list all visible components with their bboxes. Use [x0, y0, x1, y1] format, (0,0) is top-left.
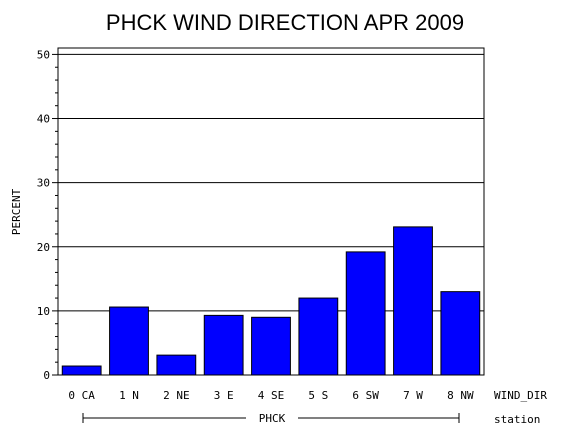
- bar-6: [345, 251, 386, 376]
- x-tick-label: 1 N: [119, 389, 139, 402]
- x-tick-label: 4 SE: [258, 389, 285, 402]
- station-group-bracket: PHCK: [82, 412, 460, 425]
- y-tick-label: 0: [43, 369, 50, 382]
- x-tick-label: 2 NE: [163, 389, 190, 402]
- plot-frame: [57, 47, 485, 376]
- x-axis-label: WIND_DIR: [494, 389, 547, 402]
- bar-7: [393, 226, 433, 376]
- y-tick-label: 40: [37, 113, 50, 126]
- bar-5: [298, 297, 339, 376]
- y-tick-label: 20: [37, 241, 50, 254]
- chart-title: PHCK WIND DIRECTION APR 2009: [106, 10, 464, 35]
- bar-2: [156, 354, 197, 376]
- y-axis-label: PERCENT: [10, 188, 23, 235]
- x-tick-label: 7 W: [403, 389, 423, 402]
- y-axis: 0 10 20 30 40 50: [37, 48, 58, 382]
- y-tick-label: 50: [37, 48, 50, 61]
- x-tick-label: 3 E: [214, 389, 234, 402]
- bars: [61, 226, 481, 376]
- bar-0: [61, 365, 102, 376]
- y-tick-label: 30: [37, 177, 50, 190]
- x-axis: 0 CA 1 N 2 NE 3 E 4 SE 5 S 6 SW 7 W 8 NW: [68, 389, 474, 402]
- bar-1: [109, 306, 149, 376]
- bar-4: [251, 316, 291, 376]
- y-tick-label: 10: [37, 305, 50, 318]
- station-group-label: PHCK: [259, 412, 286, 425]
- x-tick-label: 8 NW: [447, 389, 474, 402]
- station-axis-label: station: [494, 413, 540, 426]
- x-tick-label: 5 S: [308, 389, 328, 402]
- x-tick-label: 0 CA: [68, 389, 95, 402]
- bar-8: [440, 291, 481, 376]
- bar-3: [203, 314, 244, 376]
- x-tick-label: 6 SW: [352, 389, 379, 402]
